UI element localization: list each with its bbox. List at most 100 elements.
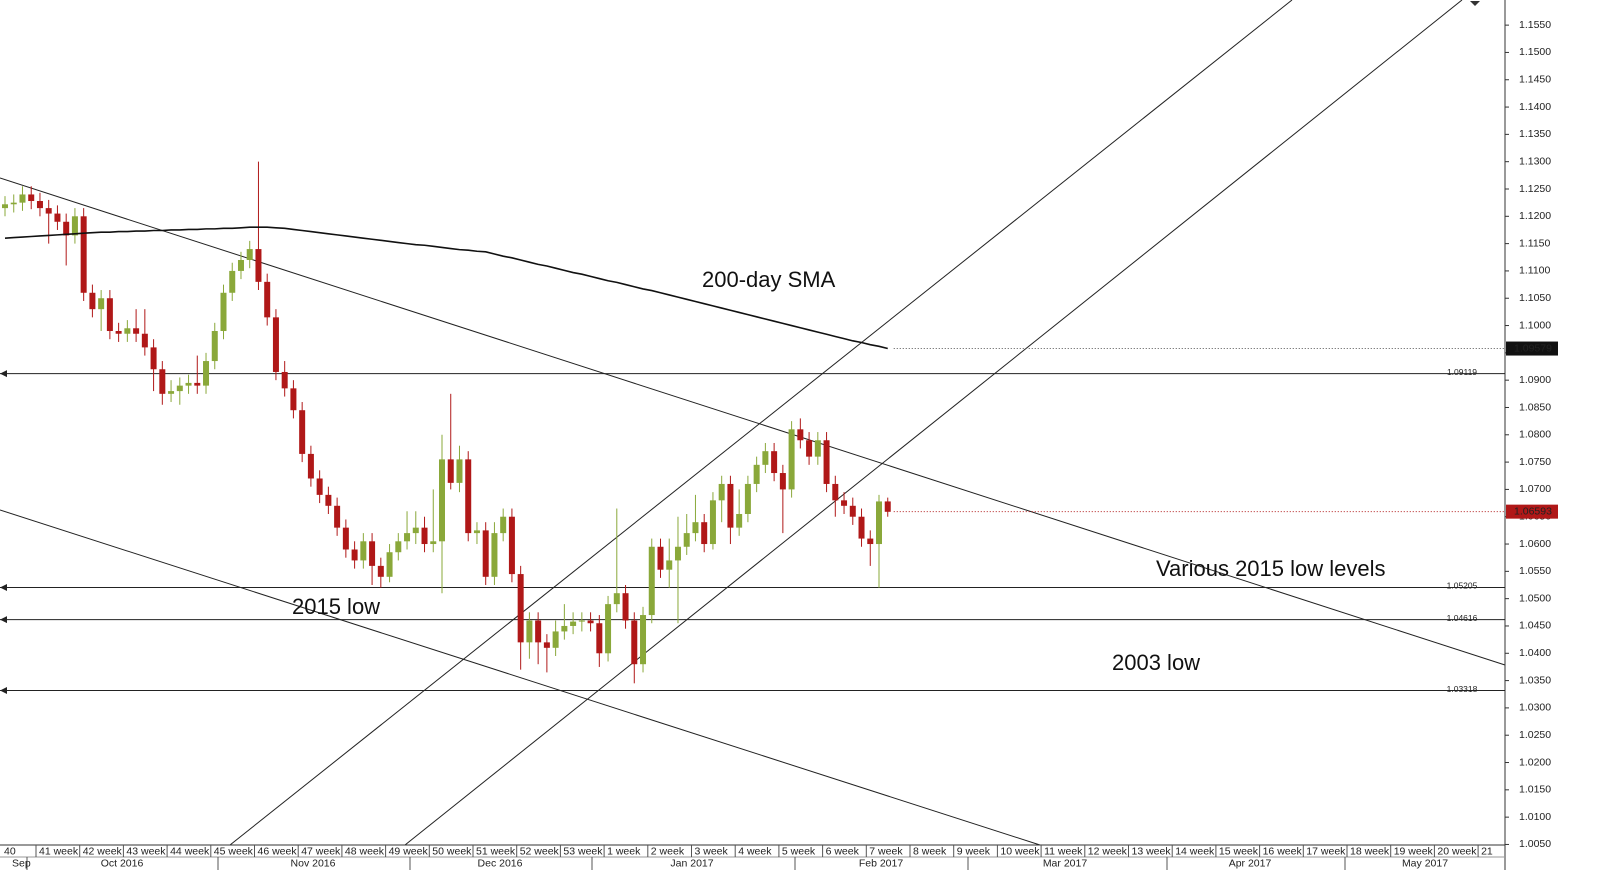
week-label: 45 week	[214, 845, 254, 857]
candle-body	[360, 541, 367, 561]
week-label: 13 week	[1132, 845, 1172, 857]
y-tick-label: 1.0450	[1519, 620, 1551, 632]
y-tick-label: 1.1350	[1519, 128, 1551, 140]
candle-body	[159, 369, 166, 394]
y-tick-label: 1.0550	[1519, 565, 1551, 577]
candle-body	[342, 527, 349, 550]
week-label: 12 week	[1088, 845, 1128, 857]
week-label: 41 week	[39, 845, 79, 857]
candle-body	[168, 391, 175, 394]
candle-body	[290, 388, 297, 411]
candle-body	[570, 621, 577, 626]
month-label: Apr 2017	[1229, 857, 1272, 869]
y-tick-label: 1.0900	[1519, 374, 1551, 386]
week-label: 5 week	[782, 845, 816, 857]
candle-body	[666, 560, 673, 570]
week-label: 3 week	[695, 845, 729, 857]
y-tick-label: 1.0800	[1519, 429, 1551, 441]
candle-body	[316, 478, 323, 495]
month-label: Nov 2016	[291, 857, 336, 869]
y-tick-label: 1.0100	[1519, 811, 1551, 823]
candle-body	[395, 541, 402, 553]
y-tick-label: 1.1200	[1519, 210, 1551, 222]
candle-body	[596, 623, 603, 654]
candle-body	[806, 440, 813, 457]
candle-body	[849, 505, 856, 517]
month-label: May 2017	[1402, 857, 1448, 869]
last-price-label: 1.06593	[1514, 505, 1552, 517]
y-tick-label: 1.1000	[1519, 319, 1551, 331]
candle-body	[115, 331, 122, 334]
candle-body	[692, 522, 699, 534]
candle-body	[508, 516, 515, 575]
y-tick-label: 1.0300	[1519, 702, 1551, 714]
week-label: 2 week	[651, 845, 685, 857]
sma-line	[4, 226, 888, 350]
y-tick-label: 1.0750	[1519, 456, 1551, 468]
candle-body	[351, 549, 358, 561]
level-label: 1.04616	[1447, 613, 1478, 623]
y-tick-label: 1.0500	[1519, 592, 1551, 604]
month-label: Sep	[12, 857, 31, 869]
week-label: 14 week	[1175, 845, 1215, 857]
y-tick-label: 1.1500	[1519, 46, 1551, 58]
week-label: 20 week	[1437, 845, 1477, 857]
week-label: 42 week	[83, 845, 123, 857]
y-tick-label: 1.0050	[1519, 838, 1551, 850]
week-label: 4 week	[738, 845, 772, 857]
candle-body	[28, 194, 35, 202]
candle-body	[71, 216, 78, 236]
candle-body	[325, 494, 332, 506]
week-label: 50 week	[432, 845, 472, 857]
candle-body	[377, 565, 384, 577]
candle-body	[491, 533, 498, 577]
candle-body	[237, 260, 244, 271]
week-label: 11 week	[1044, 845, 1083, 857]
annotation: 2003 low	[1112, 650, 1200, 675]
annotation: Various 2015 low levels	[1156, 556, 1386, 581]
week-label: 46 week	[258, 845, 298, 857]
candle-body	[2, 204, 8, 209]
candle-body	[447, 459, 454, 483]
candle-body	[884, 501, 891, 512]
y-tick-label: 1.0200	[1519, 756, 1551, 768]
candle-body	[622, 593, 629, 621]
y-tick-label: 1.0850	[1519, 401, 1551, 413]
candle-body	[63, 221, 70, 236]
y-tick-label: 1.0400	[1519, 647, 1551, 659]
candle-body	[517, 574, 524, 643]
candle-body	[535, 620, 542, 643]
candle-body	[185, 382, 192, 386]
candle-body	[54, 213, 61, 222]
month-label: Jan 2017	[670, 857, 713, 869]
candle-body	[876, 501, 882, 545]
candle-body	[797, 429, 804, 441]
candle-body	[727, 483, 734, 528]
candle-body	[194, 382, 201, 386]
candle-body	[631, 620, 638, 665]
week-label: 44 week	[170, 845, 210, 857]
candle-body	[500, 516, 507, 534]
candle-body	[814, 440, 821, 457]
month-label: Oct 2016	[101, 857, 144, 869]
sma-price-label: 1.09579	[1514, 342, 1552, 354]
level-label: 1.03318	[1447, 684, 1478, 694]
candle-body	[640, 615, 647, 665]
candle-body	[683, 533, 690, 547]
y-tick-label: 1.0700	[1519, 483, 1551, 495]
candle-body	[657, 546, 664, 570]
week-label: 52 week	[520, 845, 560, 857]
candle-body	[771, 451, 778, 474]
candle-body	[10, 202, 17, 205]
candle-body	[404, 533, 411, 542]
candle-body	[334, 505, 341, 528]
week-label: 8 week	[913, 845, 947, 857]
month-label: Dec 2016	[478, 857, 523, 869]
sma-price-box	[1506, 341, 1558, 356]
candle-body	[456, 459, 463, 483]
candle-body	[526, 620, 533, 643]
candle-body	[133, 328, 140, 334]
week-label: 53 week	[563, 845, 603, 857]
candle-body	[561, 625, 568, 632]
